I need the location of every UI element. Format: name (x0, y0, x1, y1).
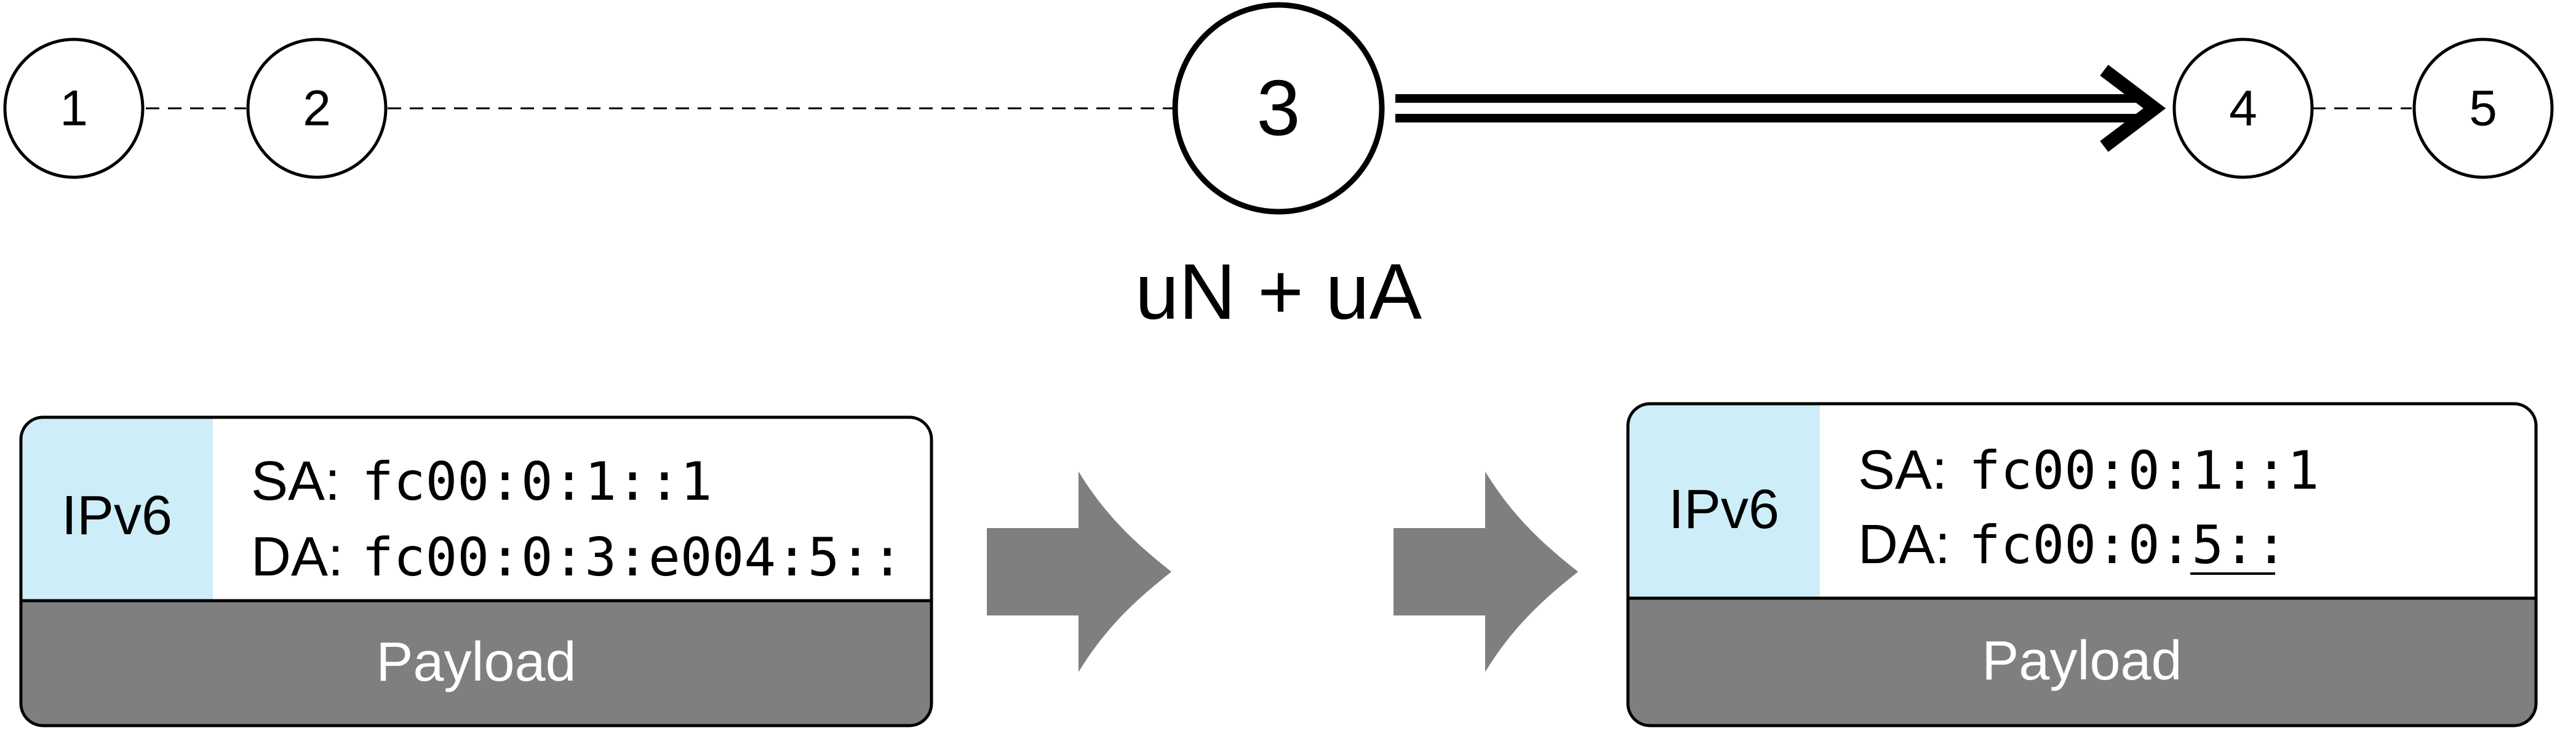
packet-before: IPv6 SA: fc00:0:1::1 DA: fc00:0:3:e004:5… (19, 415, 933, 727)
sa-value: fc00:0:1::1 (362, 451, 712, 513)
transition-arrow-icon (987, 471, 1171, 672)
payload-cell (1628, 598, 2536, 726)
node-2: 2 (246, 38, 388, 179)
node-3-label: 3 (1256, 65, 1300, 153)
packet-after: IPv6 SA: fc00:0:1::1 DA: fc00:0:5:: Payl… (1626, 402, 2538, 727)
ipv6-header-cell (1628, 404, 1820, 598)
sa-label: SA: (251, 451, 340, 512)
node-1-label: 1 (60, 81, 88, 137)
da-value-highlight: 5:: (2191, 515, 2287, 576)
sa-label: SA: (1858, 439, 1947, 501)
da-label: DA: (1858, 514, 1950, 575)
node-5-label: 5 (2469, 81, 2497, 137)
da-label: DA: (251, 526, 343, 588)
node-2-label: 2 (303, 81, 331, 137)
payload-label: Payload (376, 631, 576, 693)
da-value: fc00:0:5:: (1969, 515, 2287, 576)
transition-arrow-icon (1394, 471, 1578, 672)
payload-label: Payload (1982, 630, 2182, 692)
da-value-prefix: fc00:0: (1969, 515, 2191, 576)
forwarding-arrow-icon (1395, 65, 2166, 152)
ipv6-header-cell (21, 417, 213, 601)
payload-cell (21, 601, 931, 726)
sa-value: fc00:0:1::1 (1969, 440, 2319, 502)
node-4-label: 4 (2229, 81, 2257, 137)
ipv6-label: IPv6 (1669, 479, 1779, 540)
node-5: 5 (2412, 38, 2554, 179)
node-1: 1 (3, 38, 145, 179)
node-3: 3 (1172, 2, 1385, 215)
ipv6-label: IPv6 (62, 485, 172, 547)
da-value: fc00:0:3:e004:5:: (362, 527, 903, 588)
function-label: uN + uA (1135, 248, 1422, 336)
node-4: 4 (2172, 38, 2314, 179)
